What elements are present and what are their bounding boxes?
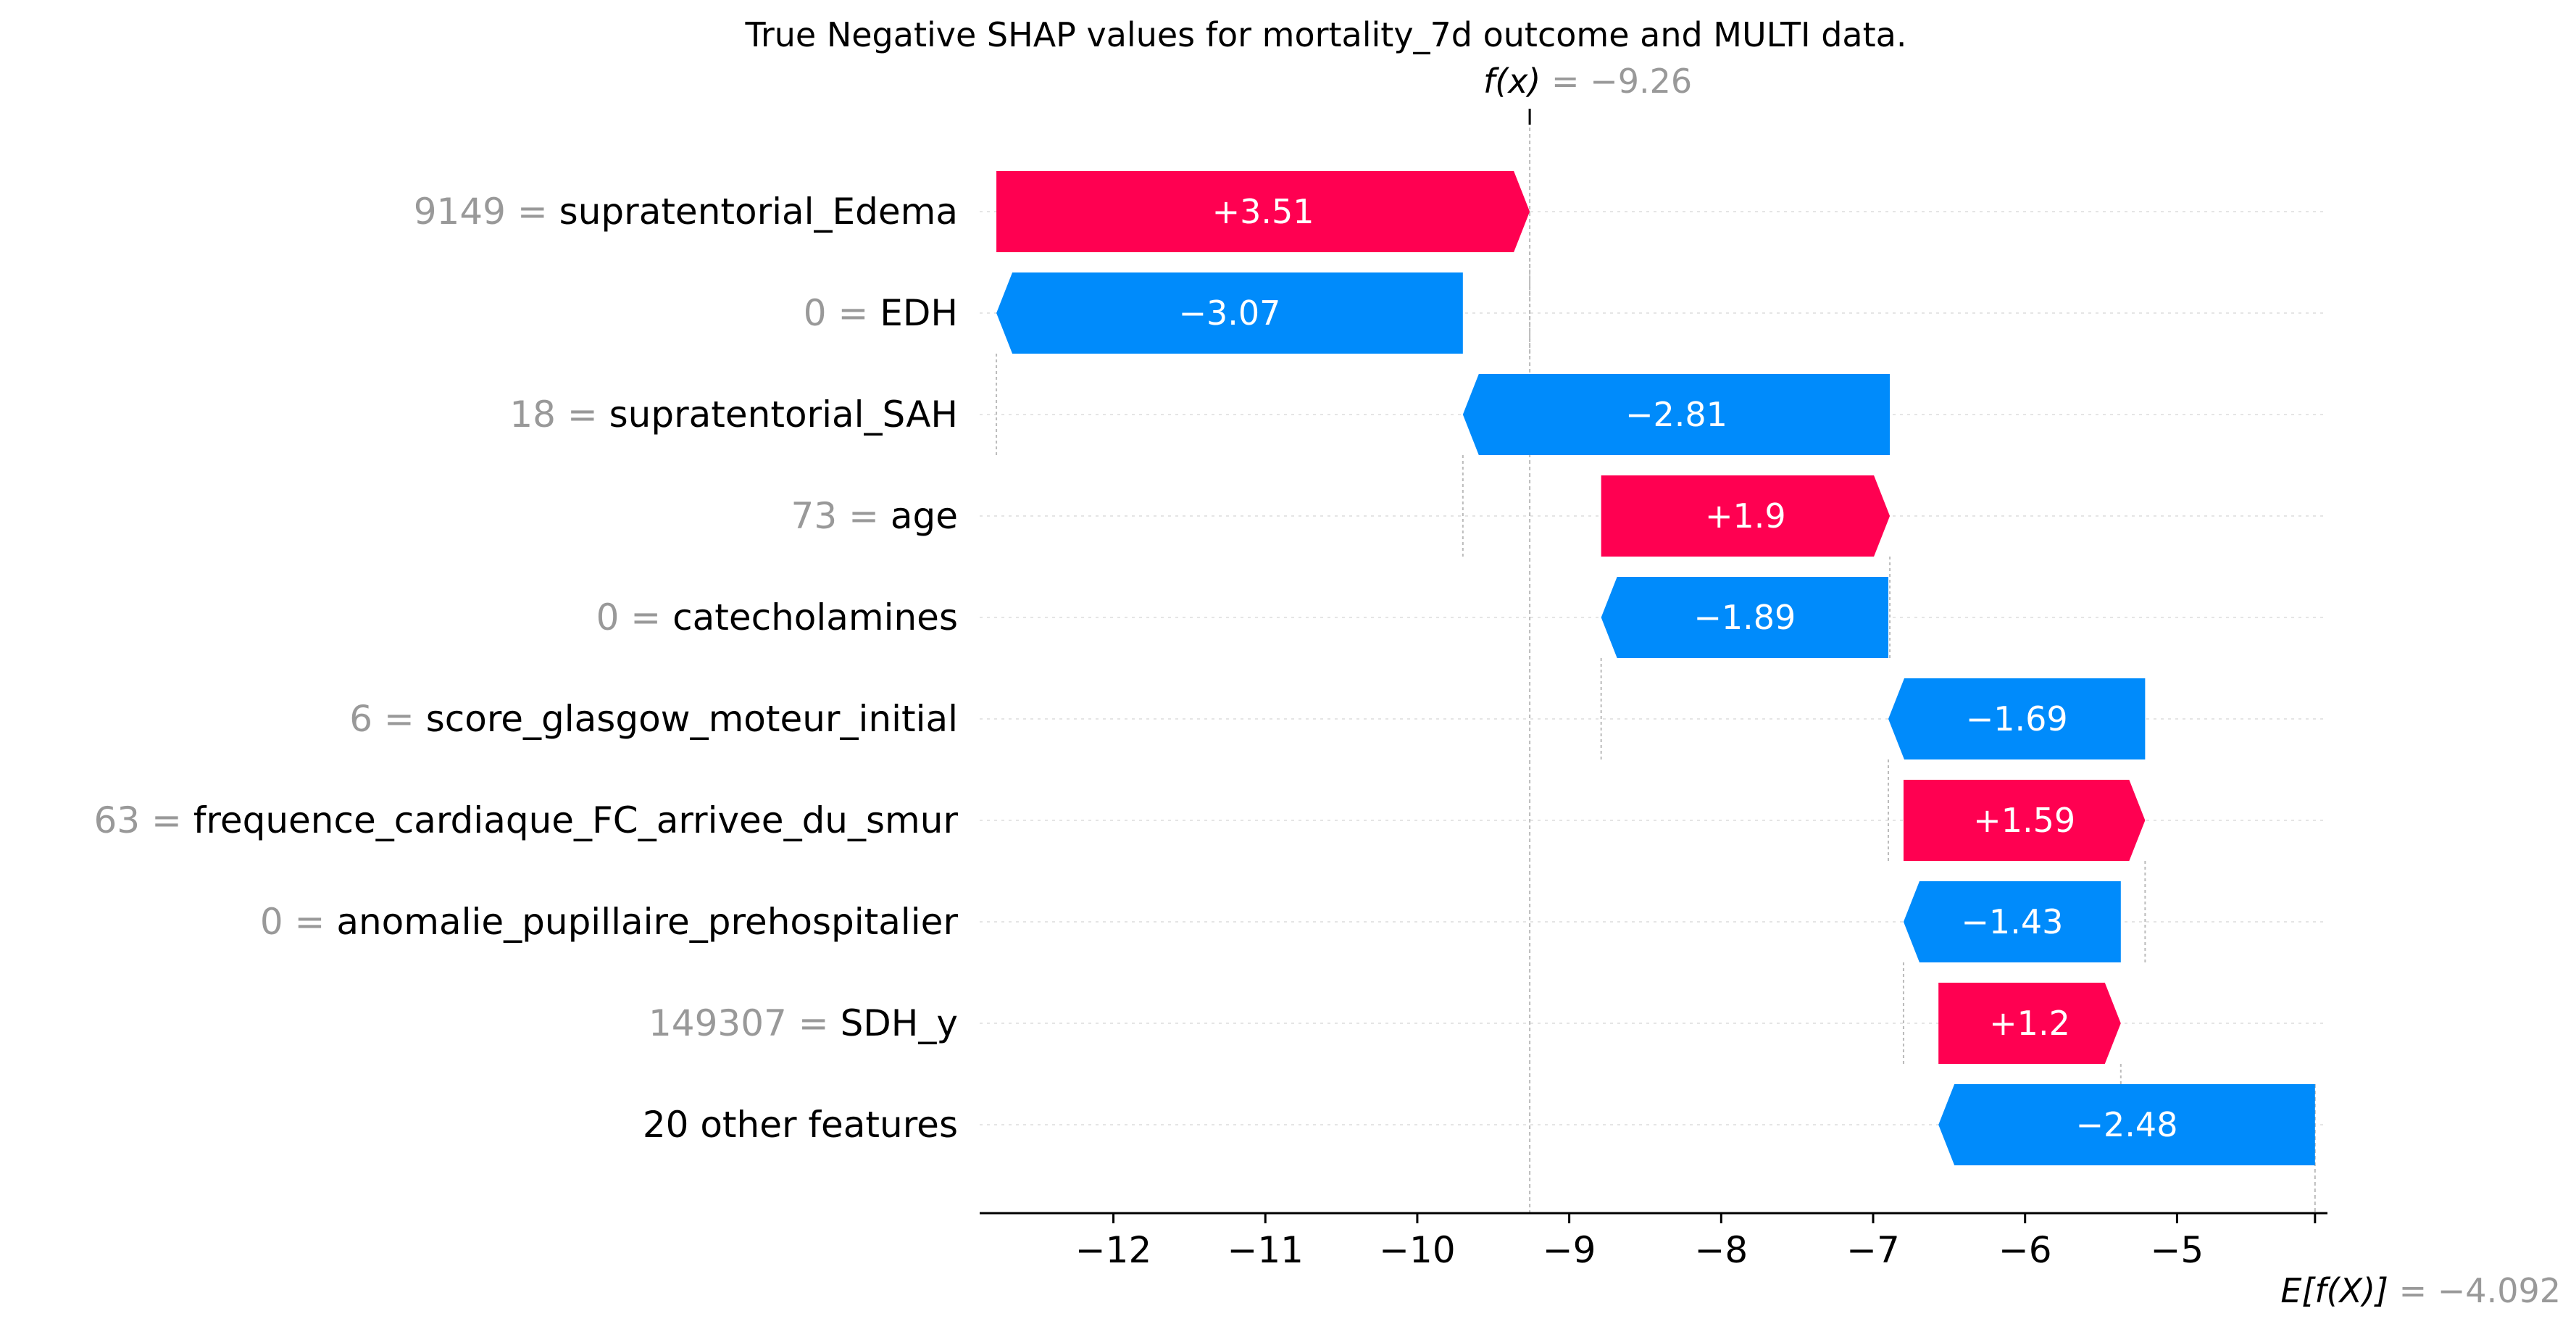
- feature-name: supratentorial_Edema: [559, 191, 958, 233]
- feature-name: SDH_y: [841, 1002, 958, 1044]
- feature-label: 18 = supratentorial_SAH: [509, 394, 958, 436]
- bar-value-label: +3.51: [1212, 192, 1314, 231]
- ex-annotation: E[f(X)] = −4.092: [2280, 1271, 2561, 1310]
- x-axis: −12 −11 −10 −9 −8 −7 −6 −5: [980, 1212, 2327, 1271]
- feature-value: 18 =: [509, 394, 609, 436]
- feature-value: 63 =: [93, 799, 193, 841]
- fx-annotation: f(x) = −9.26: [1483, 62, 1692, 101]
- feature-name: score_glasgow_moteur_initial: [426, 698, 958, 740]
- feature-value: 0 =: [260, 901, 337, 943]
- bar-value-label: +1.2: [1989, 1004, 2070, 1043]
- feature-label: 9149 = supratentorial_Edema: [414, 191, 958, 233]
- bar-value-label: −3.07: [1178, 294, 1280, 333]
- feature-label: 149307 = SDH_y: [649, 1002, 958, 1044]
- feature-label: 0 = anomalie_pupillaire_prehospitalier: [260, 901, 959, 943]
- feature-labels: 9149 = supratentorial_Edema 0 = EDH 18 = s…: [93, 191, 958, 1146]
- feature-label: 20 other features: [643, 1104, 958, 1146]
- feature-value: 73 =: [791, 495, 891, 537]
- feature-label: 63 = frequence_cardiaque_FC_arrivee_du_s…: [93, 799, 958, 841]
- feature-value: 9149 =: [414, 191, 559, 233]
- x-tick-label: −12: [1075, 1229, 1152, 1271]
- negative-shap-bar: [1903, 881, 2121, 962]
- waterfall-bars: +3.51 −3.07 −2.81 +1.9 −1.89 −1.69 +1.59 −1.43 +…: [996, 171, 2315, 1165]
- x-tick-label: −10: [1379, 1229, 1456, 1271]
- bar-value-label: +1.59: [1973, 801, 2075, 840]
- feature-value: 0 =: [596, 596, 673, 638]
- feature-name: anomalie_pupillaire_prehospitalier: [336, 901, 958, 943]
- x-tick-label: −5: [2151, 1229, 2204, 1271]
- feature-label: 73 = age: [791, 495, 958, 537]
- bar-value-label: −1.69: [1966, 699, 2068, 738]
- feature-value: 6 =: [349, 698, 426, 740]
- feature-name: EDH: [880, 292, 958, 334]
- feature-label: 0 = EDH: [804, 292, 958, 334]
- x-tick-label: −11: [1227, 1229, 1304, 1271]
- positive-shap-bar: [1903, 780, 2146, 861]
- negative-shap-bar: [1938, 1084, 2315, 1165]
- positive-shap-bar: [1601, 475, 1891, 557]
- feature-value: 149307 =: [649, 1002, 841, 1044]
- feature-name: age: [891, 495, 958, 537]
- positive-shap-bar: [996, 171, 1530, 252]
- bar-value-label: −2.48: [2076, 1105, 2178, 1144]
- negative-shap-bar: [1601, 577, 1888, 658]
- x-tick-label: −9: [1543, 1229, 1596, 1271]
- chart-title: True Negative SHAP values for mortality_…: [745, 15, 1907, 54]
- negative-shap-bar: [996, 272, 1463, 354]
- x-tick-label: −8: [1694, 1229, 1748, 1271]
- feature-name: supratentorial_SAH: [609, 394, 958, 436]
- fx-value: = −9.26: [1541, 62, 1692, 101]
- fx-label: f(x): [1483, 62, 1541, 101]
- feature-name: 20 other features: [643, 1104, 958, 1146]
- negative-shap-bar: [1888, 678, 2146, 759]
- x-tick-label: −7: [1846, 1229, 1900, 1271]
- positive-shap-bar: [1938, 983, 2121, 1064]
- bar-value-label: −1.43: [1961, 902, 2063, 941]
- ex-value: = −4.092: [2388, 1271, 2561, 1310]
- bar-value-label: −2.81: [1625, 395, 1727, 434]
- feature-value: 0 =: [804, 292, 880, 334]
- x-tick-label: −6: [1998, 1229, 2052, 1271]
- feature-name: frequence_cardiaque_FC_arrivee_du_smur: [193, 799, 959, 841]
- negative-shap-bar: [1462, 374, 1891, 455]
- feature-label: 0 = catecholamines: [596, 596, 958, 638]
- bar-value-label: +1.9: [1705, 496, 1786, 536]
- feature-label: 6 = score_glasgow_moteur_initial: [349, 698, 958, 740]
- bar-value-label: −1.89: [1693, 598, 1796, 637]
- ex-label: E[f(X)]: [2280, 1271, 2388, 1310]
- feature-name: catecholamines: [672, 596, 958, 638]
